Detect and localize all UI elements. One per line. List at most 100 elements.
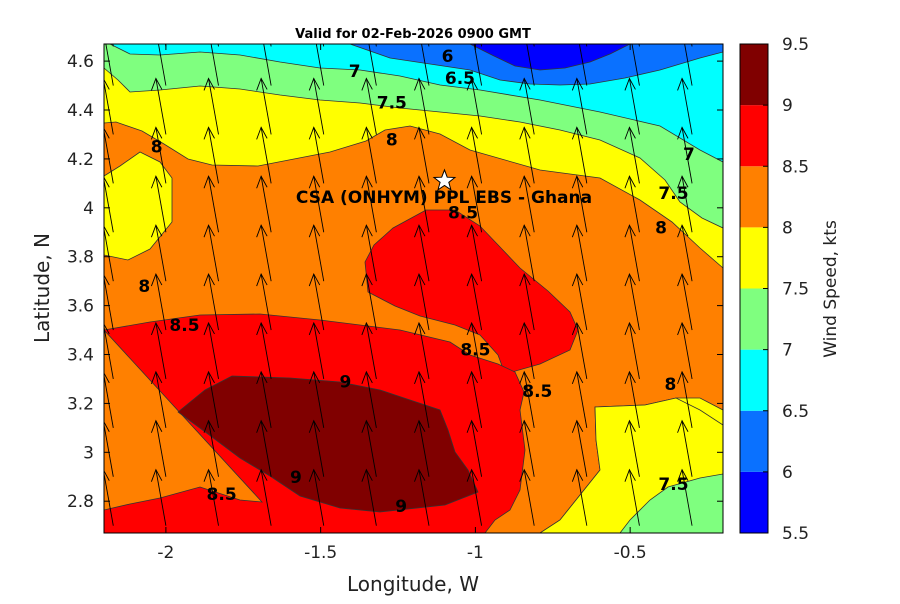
colorbar-tick-label: 8.5 [782,157,809,177]
wind-arrow [519,224,535,282]
wind-arrow [256,126,272,184]
wind-arrow [104,176,114,233]
wind-vector-field [104,44,693,526]
contour-fill-5-5 [469,44,631,71]
wind-arrow [677,321,693,380]
contour-label: 8.5 [207,485,237,505]
wind-arrow [414,224,430,282]
wind-arrow [677,370,693,428]
wind-arrow [203,224,219,282]
contour-label: 9 [339,372,351,392]
wind-arrow [150,321,167,380]
colorbar: 5.5 6 6.5 7 7.5 8 8.5 9 9.5 [739,35,809,544]
station-label: CSA (ONHYM) PPL EBS - Ghana [296,188,592,208]
wind-arrow [578,44,588,86]
wind-arrow [414,468,430,526]
wind-arrow [308,272,325,331]
wind-arrow [624,77,640,135]
colorbar-segment [740,227,768,289]
wind-arrow [361,272,377,331]
wind-arrow [361,224,377,282]
y-tick-label: 4.2 [67,150,94,170]
wind-arrow [150,175,167,233]
contour-label: 8.5 [460,341,490,361]
wind-arrow [466,321,483,380]
contour-label: 8 [655,218,667,238]
wind-arrow [677,468,693,526]
contour-fill-layers [104,44,723,533]
wind-arrow [571,77,588,135]
y-axis-label: Latitude, N [30,233,54,343]
wind-arrow [203,370,219,428]
wind-arrow [308,370,325,428]
wind-arrow [519,468,535,526]
wind-arrow [150,468,167,526]
wind-arrow [684,44,693,86]
wind-arrow [677,175,693,233]
y-tick-label: 3.4 [67,346,94,366]
wind-arrow [414,175,430,233]
wind-arrow [526,44,535,86]
wind-arrow [315,44,325,86]
colorbar-tick-label: 5.5 [782,524,809,544]
contour-label: 7 [349,62,361,82]
contour-label-group: 66.5 7 7.5 7 7.5 8 8 8 8 8.5 8.5 8.5 8.5 8.5 9 9 9 8 7.5 [138,47,695,517]
y-tick-label: 3 [83,443,94,463]
wind-arrow [210,44,219,86]
wind-arrow [519,370,535,428]
wind-arrow [519,126,535,184]
wind-arrow [624,419,640,477]
wind-arrow [308,224,325,282]
x-tick-label: -0.5 [614,543,647,563]
wind-arrow [150,126,167,184]
contour-label: 7 [683,145,695,165]
wind-arrow [256,175,272,233]
plot-frame [103,43,724,534]
y-tick-label: 3.6 [67,297,94,317]
wind-arrow [571,126,588,184]
wind-arrow [158,44,167,86]
colorbar-tick-label: 6.5 [782,402,809,422]
colorbar-segment [740,410,768,472]
wind-arrow [361,468,377,526]
wind-arrow [624,370,640,428]
wind-arrow [104,372,114,428]
contour-label: 6 [442,47,454,67]
wind-arrow [150,224,167,282]
contour-fill-7-bottomright [619,473,723,533]
wind-arrow [368,44,377,86]
contour-label: 8.5 [522,382,552,402]
wind-arrow [638,44,640,47]
colorbar-tick-label: 9 [782,96,793,116]
y-tick-label: 3.2 [67,394,94,414]
colorbar-tick-label: 7.5 [782,280,809,300]
wind-arrow [104,78,114,135]
wind-arrow [466,175,483,233]
wind-arrow [361,370,377,428]
y-tick-label: 4 [83,199,94,219]
wind-arrow [256,272,272,331]
x-axis-label: Longitude, W [347,572,479,596]
x-tick-label: -1 [467,543,484,563]
wind-arrow [691,44,693,47]
contour-fill-9 [177,375,479,513]
wind-arrow [104,323,114,380]
contour-label: 7.5 [658,184,688,204]
y-axis: 2.8 3 3.2 3.4 3.6 3.8 4 4.2 4.4 4.6 [67,52,723,512]
wind-arrow [105,44,114,86]
colorbar-segment [740,105,768,167]
wind-arrow [104,225,114,282]
wind-arrow [585,44,588,47]
colorbar-segment [740,288,768,350]
colorbar-label: Wind Speed, kts [821,220,841,358]
station-marker: CSA (ONHYM) PPL EBS - Ghana [296,168,592,208]
chart-title: Valid for 02-Feb-2026 0900 GMT [295,27,531,42]
wind-arrow [256,468,272,526]
x-tick-label: -2 [157,543,174,563]
wind-arrow [414,126,430,184]
contour-label: 8 [138,277,150,297]
wind-arrow [571,419,588,477]
station-star-icon [432,168,457,191]
wind-arrow [519,272,535,331]
